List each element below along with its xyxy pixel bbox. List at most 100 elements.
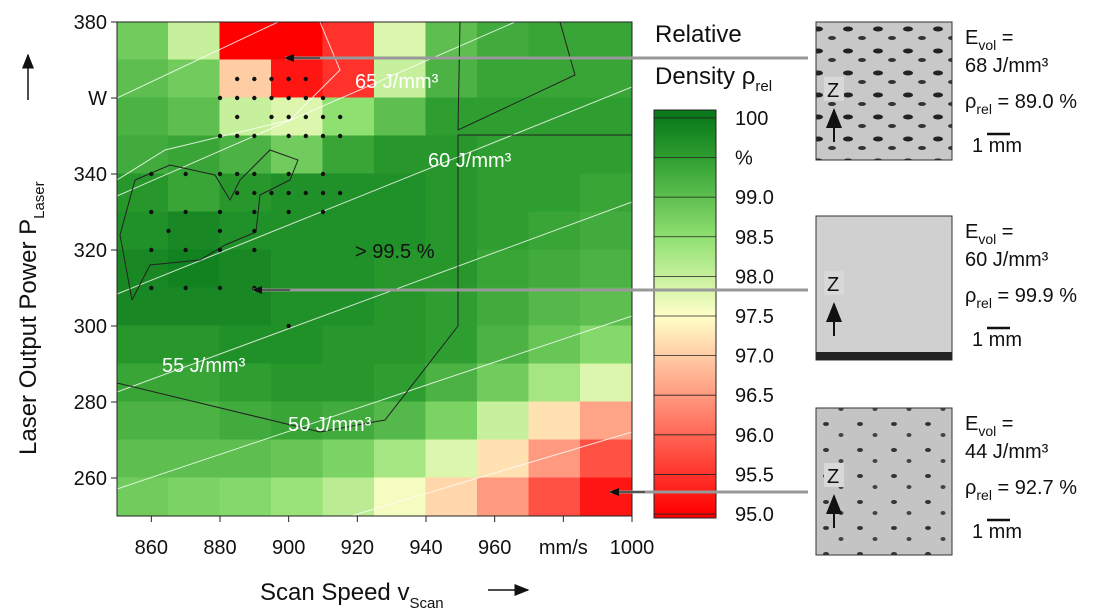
measurement-point <box>321 96 325 100</box>
measurement-point <box>321 134 325 138</box>
density-value: = 99.9 % <box>992 285 1077 307</box>
heat-cell <box>580 212 633 251</box>
colorbar-title-text: Density ρ <box>655 63 755 90</box>
colorbar-tick-label: 96.0 <box>735 425 774 447</box>
colorbar-title: Relative <box>655 21 742 48</box>
heat-cell <box>477 288 530 327</box>
measurement-point <box>252 248 256 252</box>
subscript: vol <box>978 37 996 53</box>
colorbar-tick-label: 98.5 <box>735 227 774 249</box>
heat-cell <box>580 174 633 213</box>
heat-cell <box>580 60 633 99</box>
measurement-point <box>149 248 153 252</box>
heat-cell <box>220 402 273 441</box>
figure: 860880900920940960mm/s100026028030032034… <box>0 0 1113 613</box>
heat-cell <box>323 136 376 175</box>
symbol: E <box>965 27 978 49</box>
measurement-point <box>269 115 273 119</box>
heat-cell <box>426 402 479 441</box>
heat-cell <box>220 212 273 251</box>
heat-cell <box>220 22 273 61</box>
heat-cell <box>220 60 273 99</box>
heat-cell <box>220 250 273 289</box>
heat-cell <box>580 136 633 175</box>
x-tick-label: 860 <box>135 537 168 559</box>
heat-cell <box>323 364 376 403</box>
y-tick-label: W <box>88 88 107 110</box>
x-axis-title-text: Scan Speed v <box>260 579 409 606</box>
heat-cell <box>271 326 324 365</box>
heat-cell <box>580 478 633 517</box>
colorbar <box>654 110 716 518</box>
measurement-point <box>149 210 153 214</box>
measurement-point <box>218 96 222 100</box>
y-axis-title-text: Laser Output Power P <box>15 219 42 455</box>
heat-cell <box>168 440 221 479</box>
symbol: ρ <box>965 285 976 307</box>
heat-cell <box>477 326 530 365</box>
heat-cell <box>271 440 324 479</box>
sample-scale: 1 mm <box>972 521 1022 543</box>
heat-cell <box>168 98 221 137</box>
heat-cell <box>168 288 221 327</box>
sample-scale: 1 mm <box>972 135 1022 157</box>
measurement-point <box>286 172 290 176</box>
x-axis-title-sub: Scan <box>409 595 443 612</box>
x-axis-title: Scan Speed vScan <box>260 579 444 612</box>
heat-cell <box>323 98 376 137</box>
heat-cell <box>117 440 170 479</box>
measurement-point <box>304 191 308 195</box>
colorbar-tick-label: 99.0 <box>735 187 774 209</box>
subscript: rel <box>976 295 992 311</box>
measurement-point <box>321 210 325 214</box>
sample-energy-symbol: Evol = <box>965 413 1014 439</box>
measurement-point <box>321 172 325 176</box>
heat-cell <box>477 440 530 479</box>
heat-cell <box>477 250 530 289</box>
colorbar-tick-label: 97.0 <box>735 346 774 368</box>
measurement-point <box>321 191 325 195</box>
measurement-point <box>235 172 239 176</box>
colorbar-title: Density ρrel <box>655 63 772 95</box>
heat-cell <box>374 478 427 517</box>
annotation: 50 J/mm³ <box>288 414 372 436</box>
measurement-point <box>252 172 256 176</box>
measurement-point <box>286 115 290 119</box>
heat-cell <box>580 98 633 137</box>
sample-energy: 44 J/mm³ <box>965 441 1049 463</box>
y-axis-title-sub: Laser <box>31 181 48 219</box>
heat-cell <box>477 174 530 213</box>
heat-cell <box>271 364 324 403</box>
annotation: 55 J/mm³ <box>162 355 246 377</box>
heat-cell <box>168 60 221 99</box>
heat-cell <box>477 212 530 251</box>
colorbar-tick-label: 95.5 <box>735 464 774 486</box>
annotation: 60 J/mm³ <box>428 150 512 172</box>
measurement-point <box>304 77 308 81</box>
heat-cell <box>477 60 530 99</box>
measurement-point <box>252 191 256 195</box>
y-tick-label: 380 <box>74 12 107 34</box>
measurement-point <box>286 96 290 100</box>
heat-cell <box>117 402 170 441</box>
heat-cell <box>168 22 221 61</box>
annotation: > 99.5 % <box>355 241 435 263</box>
heat-cell <box>529 364 582 403</box>
colorbar-tick-label: 97.5 <box>735 306 774 328</box>
heat-cell <box>168 212 221 251</box>
x-tick-label: 920 <box>341 537 374 559</box>
heat-cell <box>168 136 221 175</box>
measurement-point <box>286 77 290 81</box>
heat-cell <box>374 98 427 137</box>
heat-cell <box>117 98 170 137</box>
heat-cell <box>271 136 324 175</box>
heat-cell <box>580 250 633 289</box>
sample-energy: 68 J/mm³ <box>965 55 1049 77</box>
sample-density: ρrel = 92.7 % <box>965 477 1077 503</box>
heat-cell <box>477 478 530 517</box>
heat-cell <box>426 478 479 517</box>
colorbar-tick-label: 100 <box>735 108 768 130</box>
heat-cell <box>529 326 582 365</box>
measurement-point <box>252 134 256 138</box>
heat-cell <box>426 98 479 137</box>
